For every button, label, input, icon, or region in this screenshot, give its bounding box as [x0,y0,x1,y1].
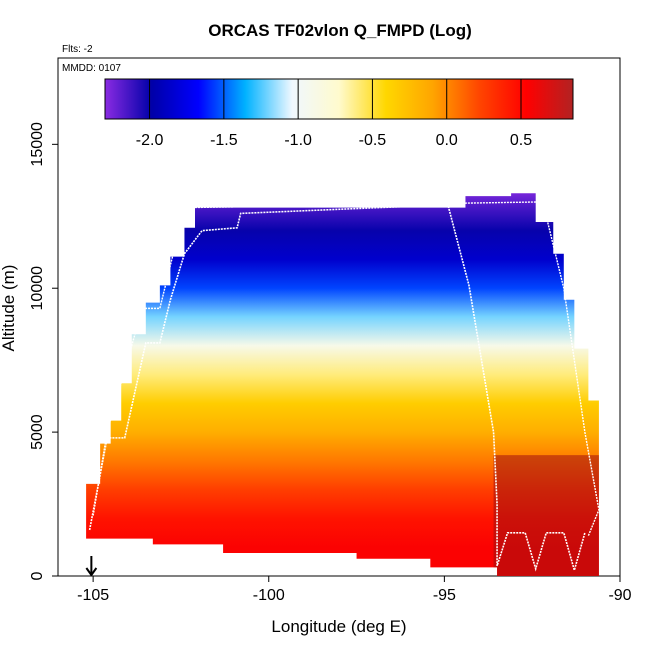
x-tick-label: -100 [253,587,285,604]
flight-track-outer-line [92,201,600,536]
colorbar-tick-label: 0.0 [436,132,458,149]
colorbar-tick-label: -2.0 [136,132,164,149]
colorbar-tick-label: 0.5 [510,132,532,149]
x-tick-label: -90 [608,587,631,604]
x-axis-label: Longitude (deg E) [271,617,406,636]
marker-head [85,567,98,577]
flight-track-line [88,203,586,574]
colorbar: -2.0 -1.5 -1.0 -0.5 0.0 0.5 [104,78,574,149]
y-axis-label: Altitude (m) [0,265,18,352]
mmdd-label: MMDD: 0107 [62,63,121,74]
x-axis: -105 -100 -95 -90 [77,576,632,604]
start-marker [85,556,98,577]
boundary-shade [493,455,599,576]
colorbar-gradient [104,78,574,120]
x-tick-label: -105 [77,587,109,604]
flight-track-layer [88,201,600,574]
flights-label: Flts: -2 [62,44,93,55]
y-tick-label: 15000 [29,122,46,167]
y-tick-label: 10000 [29,266,46,311]
colorbar-tick-label: -0.5 [359,132,387,149]
y-tick-label: 5000 [29,414,46,450]
y-axis: 0 5000 10000 15000 [29,122,58,580]
y-tick-label: 0 [29,571,46,580]
colorbar-tick-label: -1.5 [210,132,238,149]
x-tick-label: -95 [433,587,456,604]
chart-title: ORCAS TF02vlon Q_FMPD (Log) [208,21,472,40]
colorbar-tick-label: -1.0 [284,132,312,149]
plot-frame [57,57,621,577]
heatmap-area [86,193,599,576]
